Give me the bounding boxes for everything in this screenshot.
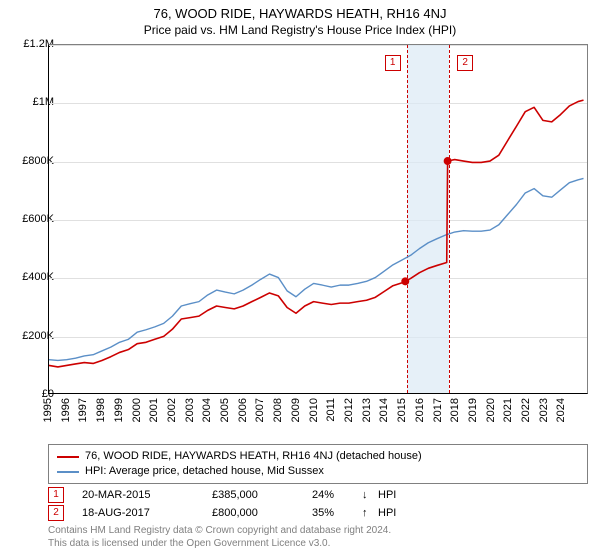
- footer-line: Contains HM Land Registry data © Crown c…: [48, 524, 391, 537]
- x-tick-label: 2020: [485, 398, 497, 422]
- x-tick-label: 2024: [555, 398, 567, 422]
- x-tick-label: 2008: [272, 398, 284, 422]
- x-tick-label: 2013: [361, 398, 373, 422]
- series-property: [49, 100, 584, 367]
- transaction-vs: HPI: [378, 489, 418, 501]
- arrow-up-icon: ↑: [362, 507, 378, 519]
- x-tick-label: 2002: [166, 398, 178, 422]
- transaction-pct: 35%: [312, 507, 362, 519]
- x-tick-label: 1998: [95, 398, 107, 422]
- x-tick-label: 2011: [325, 398, 337, 422]
- x-tick-label: 2021: [502, 398, 514, 422]
- x-tick-label: 2009: [290, 398, 302, 422]
- legend-label: HPI: Average price, detached house, Mid …: [85, 464, 324, 479]
- arrow-down-icon: ↓: [362, 489, 378, 501]
- x-tick-label: 2022: [520, 398, 532, 422]
- transaction-date: 18-AUG-2017: [82, 507, 212, 519]
- footer-line: This data is licensed under the Open Gov…: [48, 537, 391, 550]
- x-tick-label: 2023: [538, 398, 550, 422]
- chart-title: 76, WOOD RIDE, HAYWARDS HEATH, RH16 4NJ: [0, 0, 600, 21]
- x-tick-label: 1995: [42, 398, 54, 422]
- x-tick-label: 2000: [131, 398, 143, 422]
- marker-dot-icon: [401, 277, 409, 285]
- x-tick-label: 2019: [467, 398, 479, 422]
- legend-label: 76, WOOD RIDE, HAYWARDS HEATH, RH16 4NJ …: [85, 449, 422, 464]
- table-row: 1 20-MAR-2015 £385,000 24% ↓ HPI: [48, 486, 588, 504]
- x-tick-label: 1996: [60, 398, 72, 422]
- x-tick-label: 2012: [343, 398, 355, 422]
- transactions-table: 1 20-MAR-2015 £385,000 24% ↓ HPI 2 18-AU…: [48, 486, 588, 522]
- transaction-pct: 24%: [312, 489, 362, 501]
- line-series: [49, 45, 587, 393]
- x-tick-label: 2004: [201, 398, 213, 422]
- transaction-vs: HPI: [378, 507, 418, 519]
- chart-container: 76, WOOD RIDE, HAYWARDS HEATH, RH16 4NJ …: [0, 0, 600, 560]
- x-tick-label: 2001: [148, 398, 160, 422]
- marker-box-icon: 2: [48, 505, 64, 521]
- legend: 76, WOOD RIDE, HAYWARDS HEATH, RH16 4NJ …: [48, 444, 588, 484]
- x-tick-label: 2005: [219, 398, 231, 422]
- legend-item: HPI: Average price, detached house, Mid …: [57, 464, 579, 479]
- legend-swatch: [57, 456, 79, 458]
- transaction-price: £385,000: [212, 489, 312, 501]
- table-row: 2 18-AUG-2017 £800,000 35% ↑ HPI: [48, 504, 588, 522]
- x-tick-label: 2016: [414, 398, 426, 422]
- transaction-date: 20-MAR-2015: [82, 489, 212, 501]
- marker-dot-icon: [444, 157, 452, 165]
- x-tick-label: 2007: [254, 398, 266, 422]
- chart-subtitle: Price paid vs. HM Land Registry's House …: [0, 21, 600, 41]
- series-hpi: [49, 178, 584, 360]
- plot-area: 12: [48, 44, 588, 394]
- x-tick-label: 2018: [449, 398, 461, 422]
- x-tick-label: 2003: [184, 398, 196, 422]
- x-tick-label: 2010: [308, 398, 320, 422]
- x-tick-label: 1997: [77, 398, 89, 422]
- footer-attribution: Contains HM Land Registry data © Crown c…: [48, 524, 391, 550]
- transaction-price: £800,000: [212, 507, 312, 519]
- legend-swatch: [57, 471, 79, 473]
- x-tick-label: 1999: [113, 398, 125, 422]
- marker-box-icon: 1: [48, 487, 64, 503]
- x-tick-label: 2006: [237, 398, 249, 422]
- x-tick-label: 2015: [396, 398, 408, 422]
- x-tick-label: 2014: [378, 398, 390, 422]
- x-tick-label: 2017: [432, 398, 444, 422]
- legend-item: 76, WOOD RIDE, HAYWARDS HEATH, RH16 4NJ …: [57, 449, 579, 464]
